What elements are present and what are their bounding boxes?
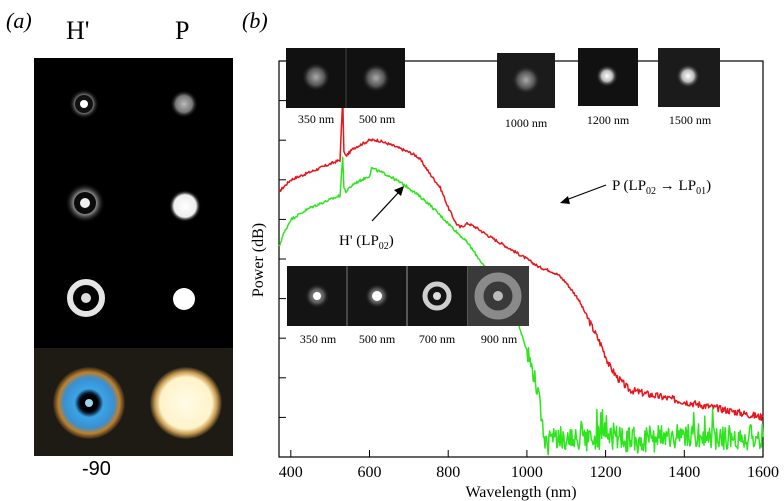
annotation-h-arrowhead xyxy=(394,186,404,196)
inset-bottom-label-700: 700 nm xyxy=(419,332,456,346)
panel-a-label: (a) xyxy=(6,8,32,33)
annotation-p-text: P (LP02 → LP01) xyxy=(612,178,711,197)
inset-top-label-350: 350 nm xyxy=(298,112,335,126)
column-header-p: P xyxy=(175,16,190,45)
x-tick-label-800: 800 xyxy=(436,464,460,481)
column-header-h-prime: H' xyxy=(66,16,90,45)
inset-bottom-label-900: 900 nm xyxy=(481,332,518,346)
mode-row-4 xyxy=(53,367,222,439)
annotation-h-arrow xyxy=(371,192,399,222)
mode-row-3 xyxy=(67,279,195,317)
annotation-h-text: H' (LP02) xyxy=(339,233,394,252)
x-axis-label: Wavelength (nm) xyxy=(465,484,576,501)
x-tick-label-1400: 1400 xyxy=(668,464,700,481)
inset-top-label-1500: 1500 nm xyxy=(669,113,712,127)
annotation-p: P (LP02 → LP01) xyxy=(560,178,711,204)
x-tick-label-400: 400 xyxy=(279,464,303,481)
annotation-p-arrowhead xyxy=(560,196,570,204)
panel-b-label: (b) xyxy=(242,8,268,33)
x-tick-label-600: 600 xyxy=(358,464,382,481)
mode-image-grid xyxy=(34,89,233,456)
mode-row-1 xyxy=(69,89,198,119)
inset-top-label-1000: 1000 nm xyxy=(505,116,548,130)
bottom-insets: 350 nm 500 nm 700 nm 900 nm xyxy=(287,266,529,346)
y-axis-label: Power (dB) xyxy=(250,223,267,297)
inset-top-label-500: 500 nm xyxy=(359,112,396,126)
top-insets: 350 nm 500 nm 1000 nm 1200 nm 1500 nm xyxy=(286,48,720,130)
series-line-h-prime xyxy=(278,156,764,456)
mode-image-strip xyxy=(34,58,233,456)
annotation-p-arrow xyxy=(565,184,607,201)
inset-top-label-1200: 1200 nm xyxy=(587,113,630,127)
inset-bottom-label-350: 350 nm xyxy=(300,332,337,346)
x-tick-label-1200: 1200 xyxy=(590,464,622,481)
series-line-p xyxy=(278,94,764,422)
y-ticks xyxy=(279,100,286,418)
x-tick-labels: 400 600 800 1000 1200 1400 1600 xyxy=(279,464,779,481)
inset-bottom-label-500: 500 nm xyxy=(359,332,396,346)
x-ticks xyxy=(290,450,764,457)
bottom-note: -90 xyxy=(82,458,111,480)
x-tick-label-1000: 1000 xyxy=(511,464,543,481)
mode-row-2 xyxy=(65,183,201,223)
x-tick-label-1600: 1600 xyxy=(747,464,779,481)
annotation-h: H' (LP02) xyxy=(339,186,404,252)
